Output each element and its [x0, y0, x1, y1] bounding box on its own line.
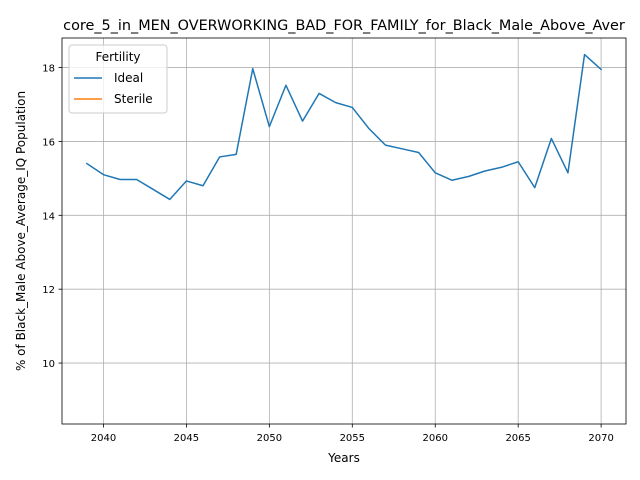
grid-lines	[62, 38, 626, 424]
x-tick-label: 2040	[91, 433, 116, 444]
series-line-ideal	[85, 53, 603, 201]
y-axis-label: % of Black_Male Above_Average_IQ Populat…	[14, 91, 28, 371]
y-tick-label: 18	[42, 64, 55, 75]
legend-title: Fertility	[95, 50, 140, 64]
y-tick-label: 16	[42, 137, 55, 148]
plot-frame	[61, 37, 627, 425]
x-axis-label: Years	[327, 451, 360, 465]
y-tick-label: 10	[42, 359, 55, 370]
legend: Fertility Ideal Sterile	[68, 44, 168, 114]
x-tick-label: 2055	[340, 433, 365, 444]
legend-label-ideal: Ideal	[114, 71, 143, 85]
x-tick-label: 2045	[174, 433, 199, 444]
legend-label-sterile: Sterile	[114, 92, 153, 106]
legend-box	[68, 44, 168, 114]
x-tick-label: 2065	[505, 433, 530, 444]
x-tick-label: 2050	[257, 433, 282, 444]
chart-title: core_5_in_MEN_OVERWORKING_BAD_FOR_FAMILY…	[63, 18, 625, 34]
x-tick-label: 2060	[423, 433, 448, 444]
axis-ticks: 2040 2045 2050 2055 2060 2065 2070 10 12 14 16 18	[42, 64, 614, 444]
x-tick-label: 2070	[588, 433, 613, 444]
series-layer	[85, 53, 603, 201]
y-tick-label: 12	[42, 285, 55, 296]
y-tick-label: 14	[42, 211, 55, 222]
